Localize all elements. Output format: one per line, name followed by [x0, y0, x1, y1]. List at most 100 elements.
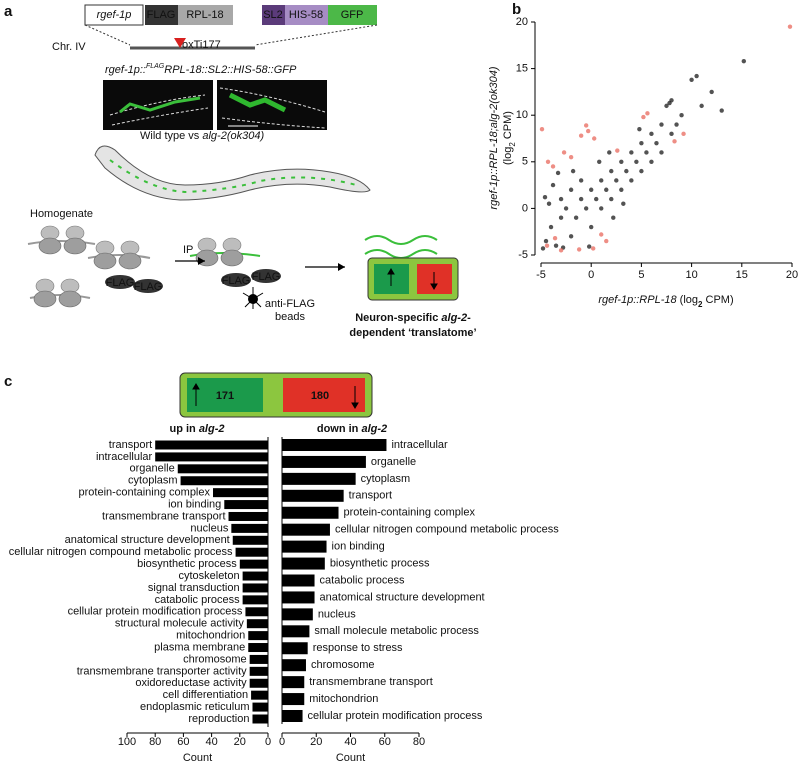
x-tick-label: 40	[344, 736, 356, 748]
point	[589, 187, 594, 192]
beads-label: anti-FLAG	[265, 298, 315, 310]
bar	[282, 710, 303, 722]
construct-element: rgef-1p	[97, 9, 132, 21]
microscopy	[103, 80, 327, 130]
point	[639, 140, 644, 146]
bar	[282, 693, 305, 706]
result-box	[367, 257, 459, 301]
bar	[249, 678, 268, 688]
x-axis-label-part: (log	[677, 294, 698, 306]
x-tick-label: 80	[149, 736, 161, 748]
point	[576, 247, 582, 252]
bar	[177, 464, 268, 474]
y-tick-label: 0	[522, 202, 528, 214]
point	[553, 243, 559, 248]
bar	[249, 654, 268, 664]
point	[649, 131, 654, 137]
point	[599, 178, 604, 183]
bar	[249, 666, 268, 676]
category-label: protein-containing complex	[79, 487, 211, 499]
point	[621, 201, 626, 206]
point	[594, 196, 599, 202]
point	[568, 154, 574, 160]
x-tick-label: 60	[177, 736, 189, 748]
bar	[252, 702, 268, 712]
category-label: nucleus	[318, 608, 356, 620]
point	[550, 164, 556, 169]
result-label-part: alg-2	[441, 312, 467, 324]
category-label: organelle	[371, 456, 416, 468]
bar	[155, 452, 268, 462]
bar	[231, 523, 268, 533]
panel-label: c	[4, 373, 12, 390]
category-label: transport	[109, 439, 152, 451]
category-label: mitochondrion	[309, 693, 378, 705]
point	[578, 133, 584, 138]
x-axis-label-part: rgef-1p::RPL-18	[598, 294, 677, 306]
y-tick-label: 10	[516, 109, 528, 121]
x-tick-label: 20	[310, 736, 322, 748]
bar	[246, 619, 268, 629]
category-label: transmembrane transport	[309, 676, 433, 688]
point	[641, 114, 646, 120]
x-axis-label: Count	[336, 752, 365, 763]
flag-tag: FLAG	[252, 271, 281, 283]
category-label: catabolic process	[320, 574, 405, 586]
point	[619, 159, 624, 164]
point	[561, 150, 567, 155]
category-label: reproduction	[188, 713, 249, 725]
point	[591, 246, 596, 251]
point	[599, 206, 604, 211]
category-label: oxidoreductase activity	[135, 677, 247, 689]
bar	[282, 455, 366, 468]
x-axis-label-part: 2	[698, 300, 703, 309]
x-tick-label: 0	[588, 269, 594, 281]
bar	[213, 488, 268, 498]
point	[548, 224, 554, 230]
point	[659, 122, 664, 127]
construct-element: GFP	[341, 9, 364, 21]
worm	[94, 145, 371, 201]
chart-title: down in alg-2	[317, 423, 387, 435]
point	[669, 98, 674, 103]
category-label: plasma membrane	[154, 641, 245, 653]
point	[659, 150, 664, 155]
flag-tag: FLAG	[222, 275, 251, 287]
category-label: intracellular	[96, 451, 153, 463]
y-tick-label: 15	[516, 63, 528, 75]
bar	[235, 547, 268, 557]
point	[681, 131, 686, 137]
point	[679, 113, 684, 118]
x-tick-label: 15	[736, 269, 748, 281]
point	[672, 139, 677, 144]
category-label: ion binding	[168, 498, 221, 510]
point	[544, 243, 550, 248]
category-label: intracellular	[391, 439, 448, 451]
construct-element: HIS-58	[289, 9, 323, 21]
bar	[282, 608, 313, 621]
point	[604, 238, 609, 244]
homogenate-label: Homogenate	[30, 208, 93, 220]
point	[540, 246, 546, 251]
category-label: small molecule metabolic process	[314, 625, 479, 637]
point	[629, 150, 634, 155]
point	[644, 150, 649, 155]
point	[583, 206, 589, 211]
point	[645, 111, 650, 116]
point	[555, 170, 561, 176]
bar	[252, 714, 268, 724]
point	[597, 159, 602, 164]
point	[586, 244, 592, 249]
point	[568, 234, 574, 239]
point	[624, 168, 629, 174]
y-tick-label: 5	[522, 156, 528, 168]
point	[654, 140, 659, 146]
point	[558, 215, 564, 220]
construct-element: RPL-18	[186, 9, 223, 21]
point	[649, 159, 654, 164]
category-label: catabolic process	[155, 594, 240, 606]
y-axis-label-part: (log	[502, 147, 514, 165]
chart-title-part: up in	[169, 423, 198, 435]
chromosome-label: Chr. IV	[52, 41, 86, 53]
flag-tag: FLAG	[134, 281, 163, 293]
